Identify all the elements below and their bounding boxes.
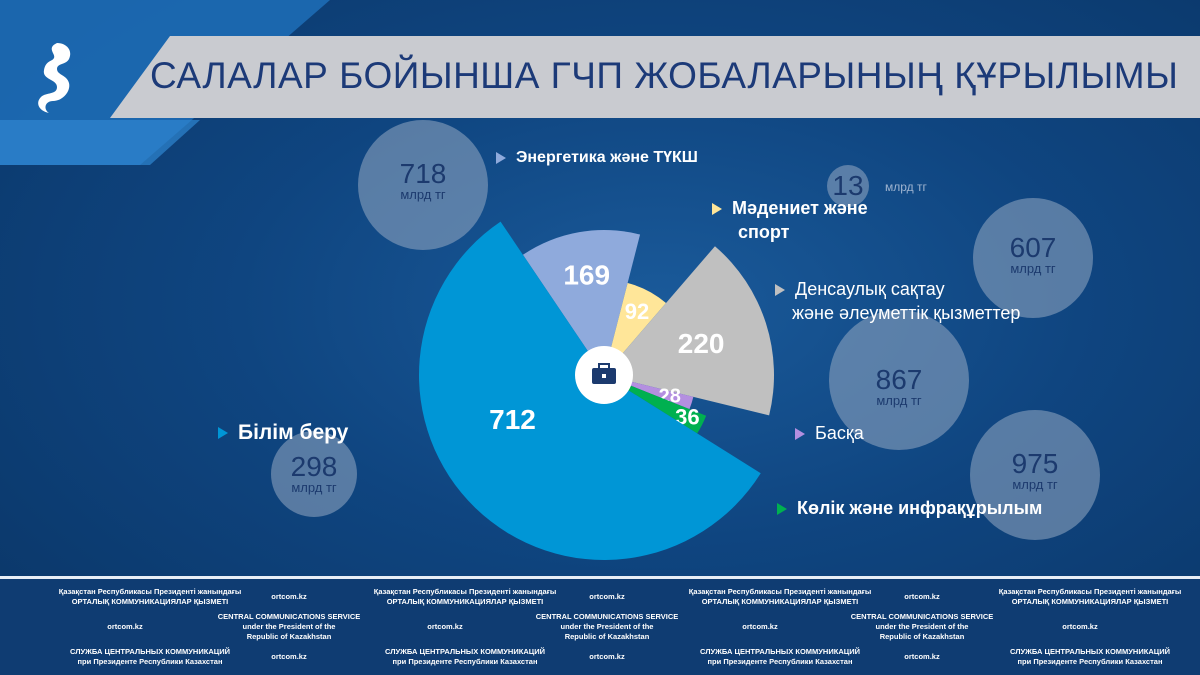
amount-bubble-other: 867 млрд тг xyxy=(829,310,969,450)
footer-line: ortcom.kz xyxy=(589,652,625,661)
footer-kz: Қазақстан Республикасы Президенті жанынд… xyxy=(999,587,1181,607)
footer-line: CENTRAL COMMUNICATIONS SERVICE xyxy=(217,612,361,621)
amount-bubble-culture: 13 xyxy=(827,165,869,207)
footer-line: Қазақстан Республикасы Президенті жанынд… xyxy=(58,587,242,596)
legend-education: Білім беру xyxy=(218,421,348,445)
footer-site: ortcom.kz xyxy=(589,652,624,662)
footer-line: ortcom.kz xyxy=(589,592,625,601)
footer-ru: СЛУЖБА ЦЕНТРАЛЬНЫХ КОММУНИКАЦИЙ при Прези… xyxy=(700,647,860,667)
footer-line: ortcom.kz xyxy=(271,652,307,661)
legend-health: Денсаулық сақтау және әлеуметтік қызметте… xyxy=(775,277,1020,325)
legend-label: Мәдениет және xyxy=(732,198,868,218)
triangle-bullet-icon xyxy=(218,427,228,440)
title-banner xyxy=(110,36,1200,118)
legend-label: және әлеуметтік қызметтер xyxy=(792,303,1021,323)
slice-4 xyxy=(604,375,707,434)
value-label: 92 xyxy=(625,299,649,324)
slice-2 xyxy=(604,246,774,416)
footer-site: ortcom.kz xyxy=(271,592,306,602)
footer-line: ortcom.kz xyxy=(107,622,143,631)
footer-ru: СЛУЖБА ЦЕНТРАЛЬНЫХ КОММУНИКАЦИЙ при Прези… xyxy=(1010,647,1170,667)
footer-line: СЛУЖБА ЦЕНТРАЛЬНЫХ КОММУНИКАЦИЙ xyxy=(1009,647,1171,656)
footer-line: ortcom.kz xyxy=(427,622,463,631)
amount-bubble-transport: 975 млрд тг xyxy=(970,410,1100,540)
triangle-bullet-icon xyxy=(775,284,785,297)
footer-line: ortcom.kz xyxy=(271,592,307,601)
emblem-logo-icon xyxy=(38,43,71,113)
footer-line: ortcom.kz xyxy=(904,652,940,661)
amount-bubble-health: 607 млрд тг xyxy=(973,198,1093,318)
value-label: 220 xyxy=(678,328,725,359)
footer-site: ortcom.kz xyxy=(589,592,624,602)
footer-line: Қазақстан Республикасы Президенті жанынд… xyxy=(998,587,1182,596)
value-label: 169 xyxy=(563,259,610,290)
footer-line: Republic of Kazakhstan xyxy=(246,632,332,641)
footer-line: при Президенте Республики Казахстан xyxy=(77,657,223,666)
footer-site: ortcom.kz xyxy=(107,622,142,632)
footer-line: ortcom.kz xyxy=(904,592,940,601)
slice-0 xyxy=(522,229,641,375)
footer-line: CENTRAL COMMUNICATIONS SERVICE xyxy=(850,612,994,621)
footer-en: CENTRAL COMMUNICATIONS SERVICE under the … xyxy=(851,612,994,642)
footer-line: при Президенте Республики Казахстан xyxy=(1017,657,1163,666)
footer-ru: СЛУЖБА ЦЕНТРАЛЬНЫХ КОММУНИКАЦИЙ при Прези… xyxy=(70,647,230,667)
footer-line: under the President of the xyxy=(560,622,654,631)
legend-culture: Мәдениет және спорт xyxy=(712,196,868,244)
amount-unit-culture: млрд тг xyxy=(885,180,927,194)
legend-label: спорт xyxy=(738,222,790,242)
footer-line: ОРТАЛЫҚ КОММУНИКАЦИЯЛАР ҚЫЗМЕТІ xyxy=(701,597,859,606)
triangle-bullet-icon xyxy=(777,503,787,516)
footer: Қазақстан Республикасы Президенті жанынд… xyxy=(0,576,1200,675)
footer-en: CENTRAL COMMUNICATIONS SERVICE under the … xyxy=(536,612,679,642)
amount-bubble-energy: 718 млрд тг xyxy=(358,120,488,250)
footer-kz: Қазақстан Республикасы Президенті жанынд… xyxy=(689,587,871,607)
legend-label: Басқа xyxy=(815,423,864,443)
footer-line: Republic of Kazakhstan xyxy=(879,632,965,641)
value-label: 712 xyxy=(489,404,536,435)
footer-line: СЛУЖБА ЦЕНТРАЛЬНЫХ КОММУНИКАЦИЙ xyxy=(69,647,231,656)
footer-kz: Қазақстан Республикасы Президенті жанынд… xyxy=(59,587,241,607)
legend-transport: Көлік және инфрақұрылым xyxy=(777,496,1042,520)
footer-line: СЛУЖБА ЦЕНТРАЛЬНЫХ КОММУНИКАЦИЙ xyxy=(699,647,861,656)
footer-site: ortcom.kz xyxy=(427,622,462,632)
footer-en: CENTRAL COMMUNICATIONS SERVICE under the … xyxy=(218,612,361,642)
footer-line: Қазақстан Республикасы Президенті жанынд… xyxy=(688,587,872,596)
footer-site: ortcom.kz xyxy=(742,622,777,632)
legend-label: Энергетика және ТҮКШ xyxy=(516,149,698,166)
footer-line: under the President of the xyxy=(875,622,969,631)
footer-line: при Президенте Республики Казахстан xyxy=(707,657,853,666)
footer-line: ОРТАЛЫҚ КОММУНИКАЦИЯЛАР ҚЫЗМЕТІ xyxy=(1011,597,1169,606)
footer-kz: Қазақстан Республикасы Президенті жанынд… xyxy=(374,587,556,607)
footer-line: ОРТАЛЫҚ КОММУНИКАЦИЯЛАР ҚЫЗМЕТІ xyxy=(71,597,229,606)
footer-line: CENTRAL COMMUNICATIONS SERVICE xyxy=(535,612,679,621)
page-title: САЛАЛАР БОЙЫНША ГЧП ЖОБАЛАРЫНЫҢ ҚҰРЫЛЫМЫ xyxy=(150,55,1179,96)
footer-line: Қазақстан Республикасы Президенті жанынд… xyxy=(373,587,557,596)
legend-label: Білім беру xyxy=(238,421,349,444)
legend-energy: Энергетика және ТҮКШ xyxy=(496,146,698,170)
footer-site: ortcom.kz xyxy=(271,652,306,662)
footer-line: under the President of the xyxy=(242,622,336,631)
triangle-bullet-icon xyxy=(712,203,722,216)
footer-site: ortcom.kz xyxy=(1062,622,1097,632)
triangle-bullet-icon xyxy=(496,151,506,164)
amount-bubble-education: 298 млрд тг xyxy=(271,431,357,517)
footer-line: ortcom.kz xyxy=(1062,622,1098,631)
legend-label: Көлік және инфрақұрылым xyxy=(797,498,1043,518)
footer-site: ortcom.kz xyxy=(904,652,939,662)
footer-line: при Президенте Республики Казахстан xyxy=(392,657,538,666)
footer-line: Republic of Kazakhstan xyxy=(564,632,650,641)
triangle-bullet-icon xyxy=(795,428,805,441)
footer-line: СЛУЖБА ЦЕНТРАЛЬНЫХ КОММУНИКАЦИЙ xyxy=(384,647,546,656)
footer-line: ortcom.kz xyxy=(742,622,778,631)
footer-site: ortcom.kz xyxy=(904,592,939,602)
footer-line: ОРТАЛЫҚ КОММУНИКАЦИЯЛАР ҚЫЗМЕТІ xyxy=(386,597,544,606)
legend-label: Денсаулық сақтау xyxy=(795,279,945,299)
legend-other: Басқа xyxy=(795,421,864,445)
briefcase-icon xyxy=(575,346,633,404)
footer-ru: СЛУЖБА ЦЕНТРАЛЬНЫХ КОММУНИКАЦИЙ при Прези… xyxy=(385,647,545,667)
